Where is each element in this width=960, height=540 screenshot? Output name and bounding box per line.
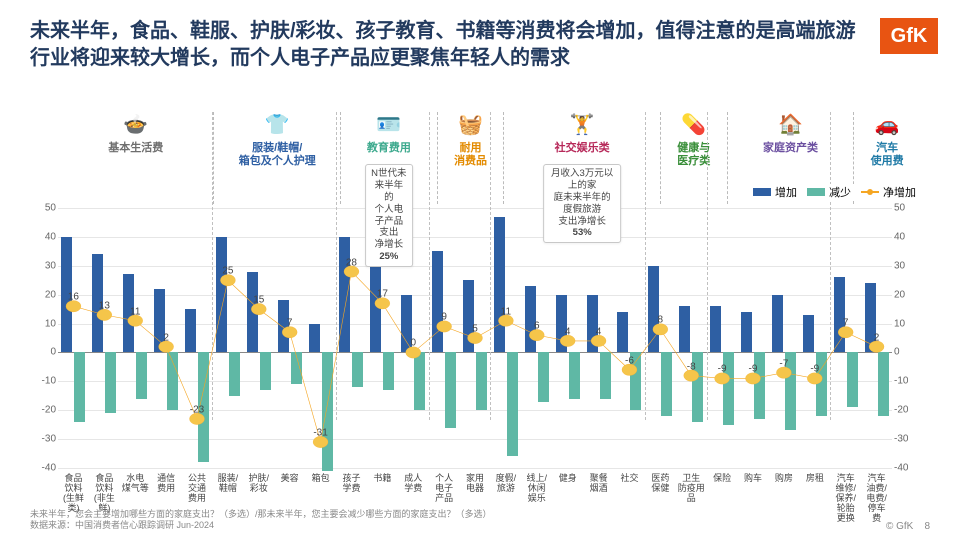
x-label: 房租 — [799, 474, 830, 484]
group-5: 💊 健康与 医疗类 — [660, 112, 727, 204]
page-title: 未来半年，食品、鞋服、护肤/彩妆、孩子教育、书籍等消费将会增加，值得注意的是高端… — [30, 18, 860, 72]
group-label: 家庭资产类 — [763, 142, 818, 155]
callout: 月收入3万元以上的家庭未来半年的度假旅游支出净增长53% — [543, 164, 621, 243]
group-label: 耐用 消费品 — [454, 142, 487, 168]
footnote-source: 数据来源：中国消费者信心跟踪调研 Jun-2024 — [30, 520, 492, 532]
group-icon: 🏠 — [778, 112, 803, 138]
group-label: 教育费用 — [367, 142, 411, 155]
x-label: 护肤/ 彩妆 — [243, 474, 274, 494]
x-label: 保险 — [707, 474, 738, 484]
x-label: 通信 费用 — [151, 474, 182, 494]
group-icon: 💊 — [681, 112, 706, 138]
group-label: 健康与 医疗类 — [677, 142, 710, 168]
x-label: 社交 — [614, 474, 645, 484]
x-label: 食品 饮料 (非生 鲜) — [89, 474, 120, 514]
footnote-question: 未来半年，您会主要增加哪些方面的家庭支出？（多选）/那未来半年，您主要会减少哪些… — [30, 509, 492, 521]
x-label: 孩子 学费 — [336, 474, 367, 494]
group-2: 🪪教育费用N世代未来半年的个人电子产品支出净增长25% — [340, 112, 437, 204]
plot-area: 食品 饮料 (生鲜 类)食品 饮料 (非生 鲜)水电 煤气等通信 费用公共 交通… — [58, 208, 892, 468]
x-label: 食品 饮料 (生鲜 类) — [58, 474, 89, 514]
x-label: 家用 电器 — [460, 474, 491, 494]
group-label: 服装/鞋帽/ 箱包及个人护理 — [239, 142, 316, 168]
x-label: 公共 交通 费用 — [182, 474, 213, 504]
x-label: 书籍 — [367, 474, 398, 484]
group-label: 汽车 使用费 — [871, 142, 904, 168]
callout: N世代未来半年的个人电子产品支出净增长25% — [365, 164, 413, 267]
x-label: 箱包 — [305, 474, 336, 484]
x-label: 购车 — [738, 474, 769, 484]
group-icon: 🏋️ — [570, 112, 595, 138]
group-4: 🏋️社交娱乐类月收入3万元以上的家庭未来半年的度假旅游支出净增长53% — [503, 112, 659, 204]
group-icon: 🚗 — [875, 112, 900, 138]
net-line — [58, 208, 892, 468]
x-label: 医药 保健 — [645, 474, 676, 494]
x-label: 度假/ 旅游 — [490, 474, 521, 494]
x-label: 服装/ 鞋帽 — [212, 474, 243, 494]
x-label: 水电 煤气等 — [120, 474, 151, 494]
x-label: 卫生 防疫用 品 — [676, 474, 707, 504]
group-label: 社交娱乐类 — [555, 142, 610, 155]
group-icon: 🍲 — [123, 112, 148, 138]
legend-decrease: 减少 — [829, 184, 851, 200]
group-label: 基本生活费 — [108, 142, 163, 155]
chart: -40-30-20-1001020304050 -40-30-20-100102… — [30, 208, 920, 468]
x-label: 购房 — [768, 474, 799, 484]
x-label: 健身 — [552, 474, 583, 484]
group-icon: 🧺 — [458, 112, 483, 138]
x-label: 成人 学费 — [398, 474, 429, 494]
x-label: 个人 电子 产品 — [429, 474, 460, 504]
legend-net: 净增加 — [883, 184, 916, 200]
page-number: 8 — [924, 521, 930, 532]
copyright: © GfK — [886, 521, 913, 532]
x-label: 线上/ 休闲 娱乐 — [521, 474, 552, 504]
gfk-logo: GfK — [880, 18, 938, 54]
chart-legend: 增加 减少 净增加 — [749, 184, 920, 200]
x-label: 美容 — [274, 474, 305, 484]
group-1: 👕 服装/鞋帽/ 箱包及个人护理 — [213, 112, 340, 204]
group-icon: 👕 — [265, 112, 290, 138]
footer: 未来半年，您会主要增加哪些方面的家庭支出？（多选）/那未来半年，您主要会减少哪些… — [30, 509, 930, 532]
legend-increase: 增加 — [775, 184, 797, 200]
x-label: 聚餐 烟酒 — [583, 474, 614, 494]
group-0: 🍲 基本生活费 — [58, 112, 213, 204]
y-axis-right: -40-30-20-1001020304050 — [894, 208, 920, 468]
group-3: 🧺 耐用 消费品 — [437, 112, 504, 204]
y-axis-left: -40-30-20-1001020304050 — [30, 208, 56, 468]
group-icon: 🪪 — [376, 112, 401, 138]
